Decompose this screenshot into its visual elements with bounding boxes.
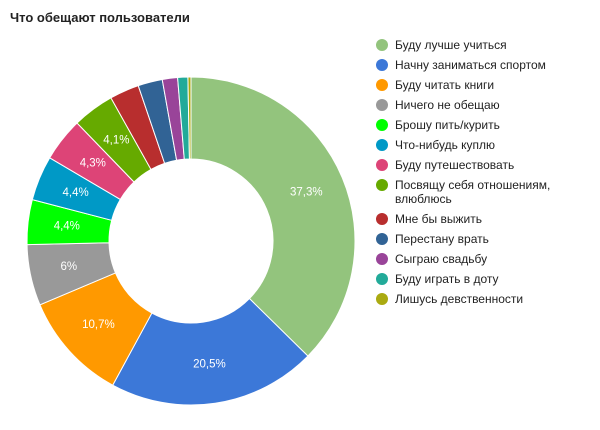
- donut-slice[interactable]: [112, 297, 309, 406]
- legend-label: Что-нибудь куплю: [395, 138, 496, 152]
- legend-item[interactable]: Мне бы выжить: [376, 212, 596, 226]
- legend-label: Буду читать книги: [395, 78, 495, 92]
- donut-slice[interactable]: [187, 76, 192, 160]
- donut-chart: 37,3% 20,5% 10,7% 6% 4,4% 4,4% 4,3% 4,1%: [26, 76, 356, 406]
- legend-item[interactable]: Буду играть в доту: [376, 272, 596, 286]
- slice-value-label: 4,3%: [80, 158, 106, 170]
- legend-label: Лишусь девственности: [395, 292, 524, 306]
- legend-label: Брошу пить/курить: [395, 118, 500, 132]
- legend-label: Посвящу себя отношениям, влюблюсь: [395, 178, 551, 206]
- legend-label: Перестану врать: [395, 232, 489, 246]
- slice-value-label: 10,7%: [82, 319, 115, 331]
- legend-color-dot-icon: [376, 253, 388, 265]
- legend-item[interactable]: Начну заниматься спортом: [376, 58, 596, 72]
- legend-color-dot-icon: [376, 139, 388, 151]
- slice-value-label: 4,1%: [103, 135, 129, 147]
- legend-item[interactable]: Сыграю свадьбу: [376, 252, 596, 266]
- legend-item[interactable]: Буду путешествовать: [376, 158, 596, 172]
- legend-color-dot-icon: [376, 159, 388, 171]
- slice-value-label: 6%: [60, 261, 77, 273]
- chart-title: Что обещают пользователи: [10, 10, 190, 25]
- legend-item[interactable]: Что-нибудь куплю: [376, 138, 596, 152]
- legend-item[interactable]: Буду лучше учиться: [376, 38, 596, 52]
- legend-color-dot-icon: [376, 79, 388, 91]
- legend-color-dot-icon: [376, 59, 388, 71]
- legend-color-dot-icon: [376, 273, 388, 285]
- legend-color-dot-icon: [376, 39, 388, 51]
- slice-value-label: 20,5%: [193, 359, 226, 371]
- legend-color-dot-icon: [376, 293, 388, 305]
- legend-color-dot-icon: [376, 99, 388, 111]
- legend-label: Начну заниматься спортом: [395, 58, 546, 72]
- slice-value-label: 4,4%: [62, 187, 88, 199]
- legend-item[interactable]: Лишусь девственности: [376, 292, 596, 306]
- legend-color-dot-icon: [376, 179, 388, 191]
- legend-item[interactable]: Ничего не обещаю: [376, 98, 596, 112]
- donut-slices: [26, 76, 356, 406]
- legend-color-dot-icon: [376, 119, 388, 131]
- legend-item[interactable]: Брошу пить/курить: [376, 118, 596, 132]
- legend-label: Буду лучше учиться: [395, 38, 507, 52]
- donut-slice[interactable]: [190, 76, 356, 357]
- legend-item[interactable]: Посвящу себя отношениям, влюблюсь: [376, 178, 596, 206]
- slice-value-label: 37,3%: [290, 187, 323, 199]
- legend-label: Ничего не обещаю: [395, 98, 500, 112]
- donut-value-labels: 37,3% 20,5% 10,7% 6% 4,4% 4,4% 4,3% 4,1%: [54, 135, 323, 371]
- legend-label: Буду путешествовать: [395, 158, 515, 172]
- legend-item[interactable]: Перестану врать: [376, 232, 596, 246]
- legend-label: Буду играть в доту: [395, 272, 499, 286]
- chart-legend: Буду лучше учиться Начну заниматься спорт…: [376, 38, 596, 312]
- legend-color-dot-icon: [376, 233, 388, 245]
- legend-label: Мне бы выжить: [395, 212, 482, 226]
- legend-label: Сыграю свадьбу: [395, 252, 488, 266]
- legend-item[interactable]: Буду читать книги: [376, 78, 596, 92]
- slice-value-label: 4,4%: [54, 221, 80, 233]
- legend-color-dot-icon: [376, 213, 388, 225]
